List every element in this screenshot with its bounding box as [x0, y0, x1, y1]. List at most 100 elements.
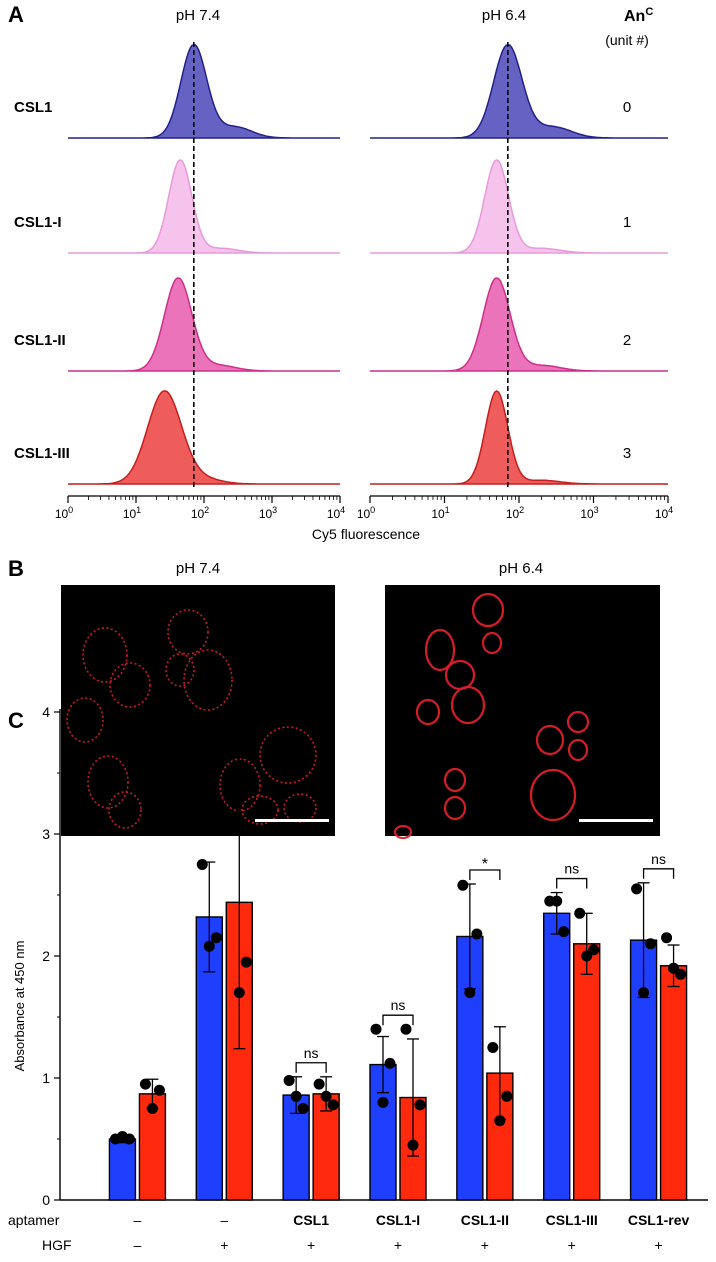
- category-aptamer-label: CSL1-rev: [628, 1212, 690, 1228]
- data-point: [487, 1042, 499, 1053]
- category-aptamer-label: –: [220, 1212, 228, 1228]
- an-header-unit: (unit #): [605, 32, 649, 48]
- y-tick-label: 0: [42, 1192, 50, 1208]
- data-point: [501, 1090, 513, 1102]
- category-hgf-label: +: [394, 1237, 402, 1253]
- panel-c-letter: C: [8, 708, 24, 733]
- data-point: [464, 987, 476, 999]
- histogram-right-2: [370, 277, 668, 372]
- x-tick-label: 104: [327, 505, 345, 521]
- data-point: [240, 956, 252, 968]
- an-value: 1: [623, 214, 631, 231]
- data-point: [233, 987, 245, 999]
- data-point: [457, 879, 469, 891]
- data-point: [370, 1023, 382, 1035]
- category-aptamer-label: –: [134, 1212, 142, 1228]
- data-point: [471, 928, 483, 940]
- category-hgf-label: –: [134, 1237, 142, 1253]
- significance-bracket: [295, 1062, 327, 1073]
- data-point: [407, 1139, 419, 1151]
- significance-label: ns: [391, 997, 406, 1013]
- data-point: [203, 940, 215, 952]
- data-point: [116, 1131, 128, 1143]
- data-point: [558, 926, 570, 938]
- x-tick-label: 102: [506, 505, 524, 521]
- data-point: [210, 932, 222, 944]
- data-point: [327, 1099, 339, 1111]
- panel-a-histograms: CSL1 CSL1-I CSL1-II CSL1-III 100 101 102 103 104…: [14, 42, 673, 521]
- data-point: [297, 1103, 309, 1114]
- data-point: [494, 1115, 506, 1127]
- x-tick-label: 103: [580, 505, 598, 521]
- category-hgf-label: +: [481, 1237, 489, 1253]
- significance-bracket: [382, 1014, 414, 1026]
- panel-b-title-ph74: pH 7.4: [176, 560, 220, 577]
- data-point: [313, 1078, 325, 1090]
- x-tick-label: 101: [123, 505, 141, 521]
- histogram-left-1: [68, 159, 340, 254]
- histogram-left-0: [68, 44, 340, 139]
- panel-c-bar-chart: 0 1 2 3 4 – – – + CSL1 + CSL1-I + CSL1-II + CSL1-III + CS…: [42, 704, 708, 1253]
- category-hgf-label: +: [307, 1237, 315, 1253]
- significance-bracket: [469, 869, 501, 881]
- category-hgf-label: +: [654, 1237, 662, 1253]
- panel-c-ylabel: Absorbance at 450 nm: [12, 941, 27, 1072]
- an-header: AnC: [624, 6, 653, 25]
- significance-label: ns: [564, 861, 579, 877]
- bar: [659, 965, 688, 1201]
- histogram-left-2: [68, 277, 340, 372]
- x-tick-label: 104: [655, 505, 673, 521]
- data-point: [139, 1078, 151, 1090]
- row-label: CSL1-II: [14, 332, 66, 349]
- histogram-right-0: [370, 44, 668, 139]
- significance-bracket: [556, 877, 588, 889]
- row-label: CSL1-III: [14, 445, 70, 462]
- significance-label: *: [482, 856, 488, 873]
- data-point: [581, 950, 593, 962]
- data-point: [661, 932, 673, 944]
- histogram-left-3: [68, 390, 340, 485]
- row-label-hgf: HGF: [42, 1237, 72, 1253]
- bar: [543, 912, 571, 1201]
- row-label: CSL1: [14, 99, 52, 116]
- category-hgf-label: +: [220, 1237, 228, 1253]
- category-hgf-label: +: [568, 1237, 576, 1253]
- x-tick-label: 102: [191, 505, 209, 521]
- significance-bracket: [642, 868, 675, 879]
- data-point: [574, 907, 586, 919]
- data-point: [146, 1103, 158, 1114]
- category-aptamer-label: CSL1-II: [461, 1212, 509, 1228]
- panel-a-xlabel: Cy5 fluorescence: [312, 526, 420, 542]
- microscopy-image-ph64: [385, 585, 660, 840]
- microscopy-image-ph74: [61, 585, 335, 836]
- panel-b-title-ph64: pH 6.4: [499, 560, 543, 577]
- bar: [108, 1138, 137, 1201]
- panel-a-letter: A: [8, 2, 24, 27]
- an-value: 2: [623, 332, 631, 349]
- significance-label: ns: [651, 851, 666, 867]
- bar: [573, 943, 601, 1201]
- data-point: [377, 1096, 389, 1108]
- panel-a-title-ph64: pH 6.4: [482, 7, 526, 24]
- an-value: 3: [623, 445, 631, 462]
- data-point: [631, 883, 643, 895]
- panel-a-title-ph74: pH 7.4: [176, 7, 220, 24]
- row-label: CSL1-I: [14, 214, 62, 231]
- data-point: [414, 1099, 426, 1111]
- histogram-right-3: [370, 390, 668, 485]
- data-point: [320, 1090, 332, 1102]
- data-point: [668, 962, 680, 974]
- data-point: [153, 1084, 165, 1096]
- data-point: [196, 859, 208, 870]
- y-tick-label: 1: [42, 1070, 50, 1086]
- data-point: [290, 1090, 302, 1102]
- data-point: [551, 895, 563, 907]
- category-aptamer-label: CSL1-I: [376, 1212, 420, 1228]
- data-point: [645, 938, 657, 950]
- category-aptamer-label: CSL1: [293, 1212, 329, 1228]
- x-tick-label: 100: [55, 505, 73, 521]
- data-point: [384, 1057, 396, 1069]
- category-aptamer-label: CSL1-III: [546, 1212, 598, 1228]
- data-point: [283, 1074, 295, 1086]
